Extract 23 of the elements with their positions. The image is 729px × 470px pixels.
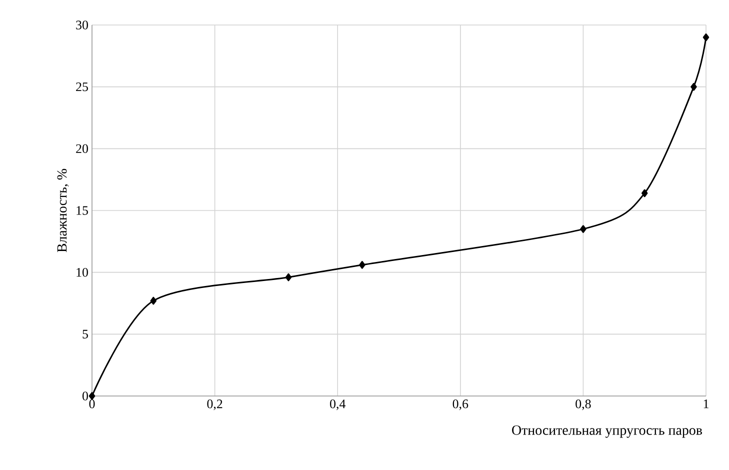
point [580,225,586,233]
y-axis-title: Влажность, % [57,168,69,252]
y-tick-label: 20 [76,144,88,154]
x-tick-label: 0,8 [576,400,591,410]
y-tick-label: 10 [76,268,88,277]
x-tick-label: 0 [89,400,95,408]
x-tick-label: 0,2 [207,400,222,410]
point [150,296,157,305]
y-tick-label: 25 [76,82,88,92]
x-tick-label: 0,6 [452,400,468,410]
y-tick-label: 0 [82,392,88,400]
point [690,82,697,91]
x-tick-label: 0,4 [330,400,346,410]
point [641,189,648,198]
x-axis-title: Относительная упругость паров [512,425,702,438]
y-tick-label: 30 [76,20,88,30]
x-tick-label: 1 [704,400,708,408]
y-tick-label: 15 [76,206,88,215]
point [88,392,96,400]
point [359,260,366,269]
point [702,33,710,42]
y-tick-label: 5 [82,330,88,338]
point [285,273,292,282]
